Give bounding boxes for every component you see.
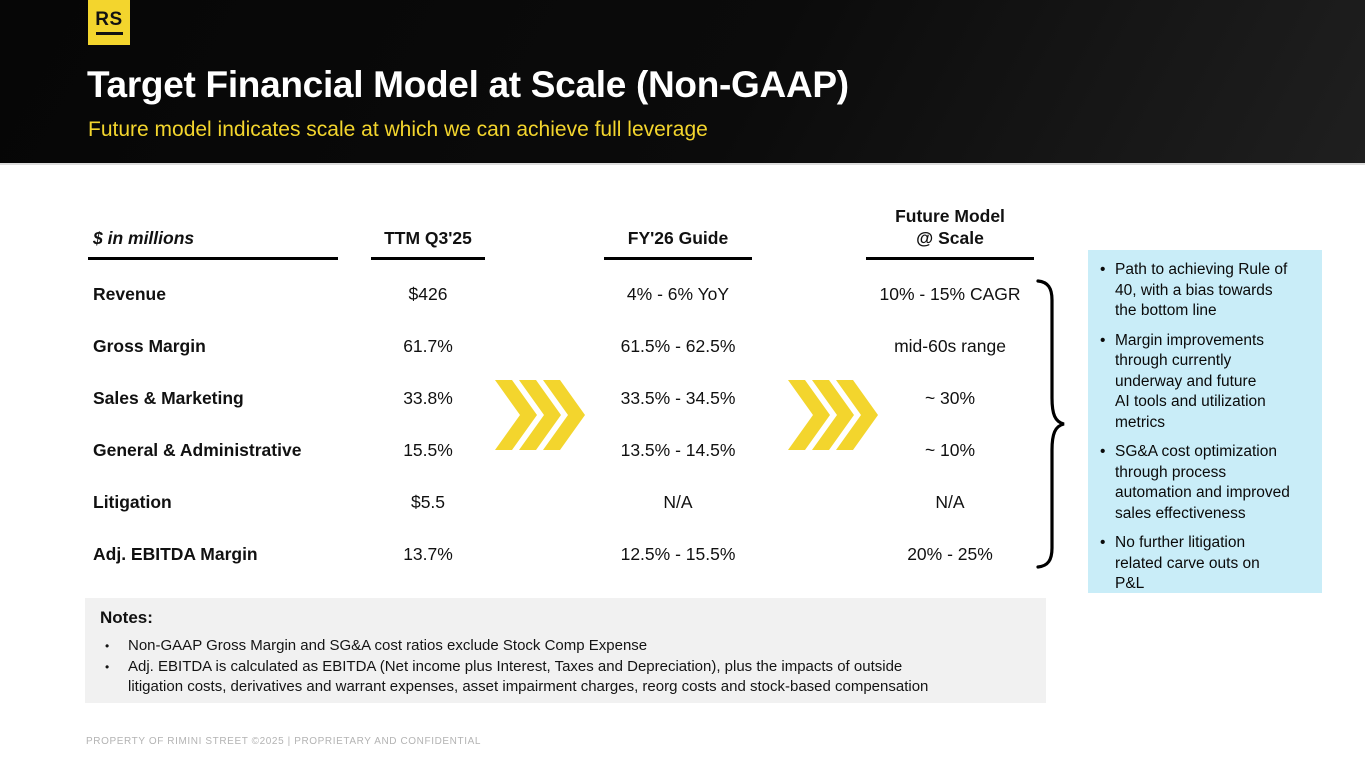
table-row-general-administrative: General & Administrative 15.5% 13.5% - 1… (88, 425, 1062, 477)
table-row-revenue: Revenue $426 4% - 6% YoY 10% - 15% CAGR (88, 269, 1062, 321)
cell-future: 10% - 15% CAGR (879, 284, 1021, 305)
row-label: Revenue (93, 284, 166, 305)
row-label: General & Administrative (93, 440, 302, 461)
col-header-ttm: TTM Q3'25 (338, 227, 518, 260)
bullet-icon: • (1100, 331, 1106, 349)
row-label: Gross Margin (93, 336, 206, 357)
insight-item: • Margin improvements through currently … (1100, 331, 1312, 434)
table-header-row: $ in millions TTM Q3'25 FY'26 Guide Futu… (88, 205, 1062, 260)
cell-ttm: 61.7% (403, 336, 453, 357)
table-row-gross-margin: Gross Margin 61.7% 61.5% - 62.5% mid-60s… (88, 321, 1062, 373)
cell-future: N/A (935, 492, 965, 513)
insights-panel: • Path to achieving Rule of 40, with a b… (1088, 250, 1322, 593)
cell-fy26: 33.5% - 34.5% (620, 388, 736, 409)
rimini-street-logo: RS (88, 0, 130, 45)
note-item: • Adj. EBITDA is calculated as EBITDA (N… (100, 657, 1031, 698)
cell-future: ~ 30% (924, 388, 976, 409)
col-header-metric: $ in millions (88, 227, 338, 260)
logo-underline (95, 32, 123, 35)
cell-future: mid-60s range (894, 336, 1006, 357)
cell-future: ~ 10% (924, 440, 976, 461)
financial-model-table: $ in millions TTM Q3'25 FY'26 Guide Futu… (88, 205, 1062, 581)
header-underline (88, 256, 338, 260)
row-label: Sales & Marketing (93, 388, 244, 409)
notes-panel: Notes: • Non-GAAP Gross Margin and SG&A … (85, 598, 1046, 703)
cell-fy26: N/A (663, 492, 693, 513)
cell-ttm: $426 (408, 284, 448, 305)
header-underline (371, 256, 485, 260)
col-header-future: Future Model @ Scale (838, 205, 1062, 260)
note-text: Adj. EBITDA is calculated as EBITDA (Net… (128, 657, 929, 696)
header-underline (866, 256, 1034, 260)
cell-ttm: 15.5% (403, 440, 453, 461)
cell-ttm: 13.7% (403, 544, 453, 565)
header-underline (604, 256, 752, 260)
cell-future: 20% - 25% (907, 544, 993, 565)
curly-brace-icon (1028, 278, 1068, 575)
triple-chevron-icon (788, 380, 878, 450)
table-row-litigation: Litigation $5.5 N/A N/A (88, 477, 1062, 529)
slide-subtitle: Future model indicates scale at which we… (88, 118, 708, 141)
insight-item: • SG&A cost optimization through process… (1100, 442, 1312, 524)
insight-text: Margin improvements through currently un… (1115, 331, 1266, 431)
cell-ttm: 33.8% (403, 388, 453, 409)
note-item: • Non-GAAP Gross Margin and SG&A cost ra… (100, 636, 1031, 657)
insight-text: No further litigation related carve outs… (1115, 534, 1260, 592)
triple-chevron-icon (495, 380, 585, 450)
insight-text: Path to achieving Rule of 40, with a bia… (1115, 261, 1288, 319)
col-header-fy26: FY'26 Guide (518, 227, 838, 260)
insight-text: SG&A cost optimization through process a… (1115, 443, 1290, 522)
footer-disclaimer: PROPERTY OF RIMINI STREET ©2025 | PROPRI… (86, 736, 482, 747)
cell-fy26: 61.5% - 62.5% (620, 336, 736, 357)
table-row-adj-ebitda-margin: Adj. EBITDA Margin 13.7% 12.5% - 15.5% 2… (88, 529, 1062, 581)
bullet-icon: • (105, 639, 110, 653)
cell-ttm: $5.5 (410, 492, 446, 513)
note-text: Non-GAAP Gross Margin and SG&A cost rati… (128, 637, 648, 654)
slide-header-band: RS Target Financial Model at Scale (Non-… (0, 0, 1365, 165)
insight-item: • No further litigation related carve ou… (1100, 533, 1312, 595)
table-row-sales-marketing: Sales & Marketing 33.8% 33.5% - 34.5% ~ … (88, 373, 1062, 425)
row-label: Adj. EBITDA Margin (93, 544, 258, 565)
logo-text: RS (95, 9, 123, 30)
bullet-icon: • (1100, 443, 1106, 460)
table-body: Revenue $426 4% - 6% YoY 10% - 15% CAGR … (88, 269, 1062, 581)
cell-fy26: 4% - 6% YoY (626, 284, 730, 305)
row-label: Litigation (93, 492, 172, 513)
notes-title: Notes: (100, 608, 153, 627)
bullet-icon: • (105, 659, 110, 674)
bullet-icon: • (1100, 534, 1106, 551)
slide-title: Target Financial Model at Scale (Non-GAA… (87, 64, 849, 105)
cell-fy26: 13.5% - 14.5% (620, 440, 736, 461)
cell-fy26: 12.5% - 15.5% (620, 544, 736, 565)
bullet-icon: • (1100, 261, 1106, 278)
insight-item: • Path to achieving Rule of 40, with a b… (1100, 260, 1312, 322)
